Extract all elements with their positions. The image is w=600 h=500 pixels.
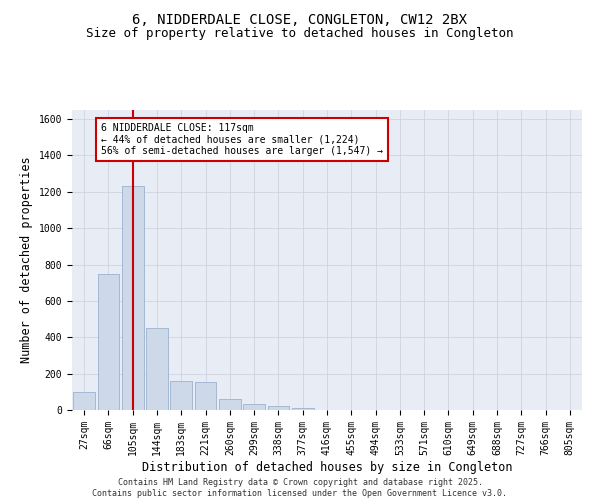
Bar (170, 381, 192, 410)
Text: 6 NIDDERDALE CLOSE: 117sqm
← 44% of detached houses are smaller (1,224)
56% of s: 6 NIDDERDALE CLOSE: 117sqm ← 44% of deta… (101, 122, 383, 156)
Bar (268, 406, 289, 410)
Bar (146, 328, 168, 410)
Text: Contains HM Land Registry data © Crown copyright and database right 2025.
Contai: Contains HM Land Registry data © Crown c… (92, 478, 508, 498)
Bar (97, 274, 119, 410)
Bar (122, 186, 143, 410)
Text: Size of property relative to detached houses in Congleton: Size of property relative to detached ho… (86, 28, 514, 40)
Bar (292, 408, 314, 410)
Text: 6, NIDDERDALE CLOSE, CONGLETON, CW12 2BX: 6, NIDDERDALE CLOSE, CONGLETON, CW12 2BX (133, 12, 467, 26)
Y-axis label: Number of detached properties: Number of detached properties (20, 156, 33, 364)
X-axis label: Distribution of detached houses by size in Congleton: Distribution of detached houses by size … (142, 460, 512, 473)
Bar (194, 382, 217, 410)
Bar (219, 399, 241, 410)
Bar (73, 392, 95, 410)
Bar (243, 404, 265, 410)
